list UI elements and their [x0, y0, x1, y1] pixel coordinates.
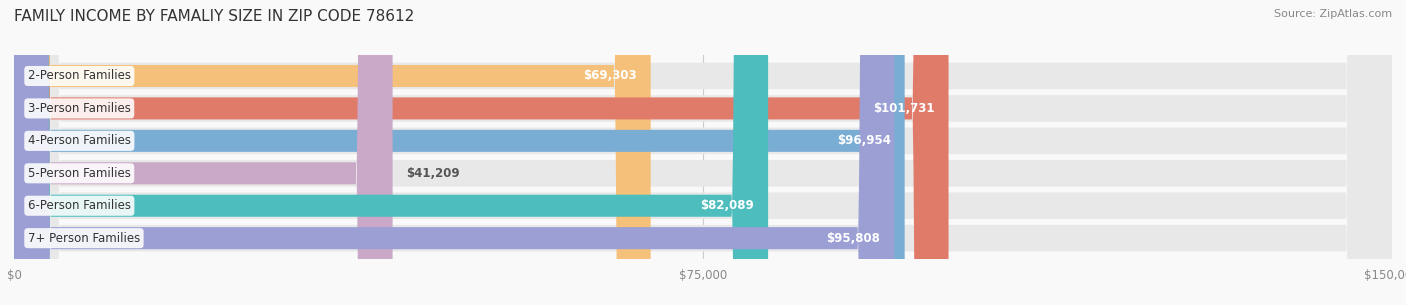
FancyBboxPatch shape [14, 0, 894, 305]
Text: 2-Person Families: 2-Person Families [28, 70, 131, 82]
FancyBboxPatch shape [14, 0, 768, 305]
FancyBboxPatch shape [14, 0, 1392, 305]
FancyBboxPatch shape [14, 0, 1392, 305]
Text: $101,731: $101,731 [873, 102, 935, 115]
Text: 5-Person Families: 5-Person Families [28, 167, 131, 180]
FancyBboxPatch shape [14, 0, 1392, 305]
FancyBboxPatch shape [14, 0, 1392, 305]
Text: 6-Person Families: 6-Person Families [28, 199, 131, 212]
Text: $96,954: $96,954 [837, 135, 891, 147]
FancyBboxPatch shape [14, 0, 651, 305]
Text: $82,089: $82,089 [700, 199, 755, 212]
Text: FAMILY INCOME BY FAMALIY SIZE IN ZIP CODE 78612: FAMILY INCOME BY FAMALIY SIZE IN ZIP COD… [14, 9, 415, 24]
FancyBboxPatch shape [14, 0, 392, 305]
Text: Source: ZipAtlas.com: Source: ZipAtlas.com [1274, 9, 1392, 19]
Text: 7+ Person Families: 7+ Person Families [28, 232, 141, 245]
FancyBboxPatch shape [14, 0, 949, 305]
FancyBboxPatch shape [14, 0, 904, 305]
FancyBboxPatch shape [14, 0, 1392, 305]
FancyBboxPatch shape [14, 0, 1392, 305]
Text: 4-Person Families: 4-Person Families [28, 135, 131, 147]
Text: $95,808: $95,808 [827, 232, 880, 245]
Text: $69,303: $69,303 [583, 70, 637, 82]
Text: $41,209: $41,209 [406, 167, 460, 180]
Text: 3-Person Families: 3-Person Families [28, 102, 131, 115]
